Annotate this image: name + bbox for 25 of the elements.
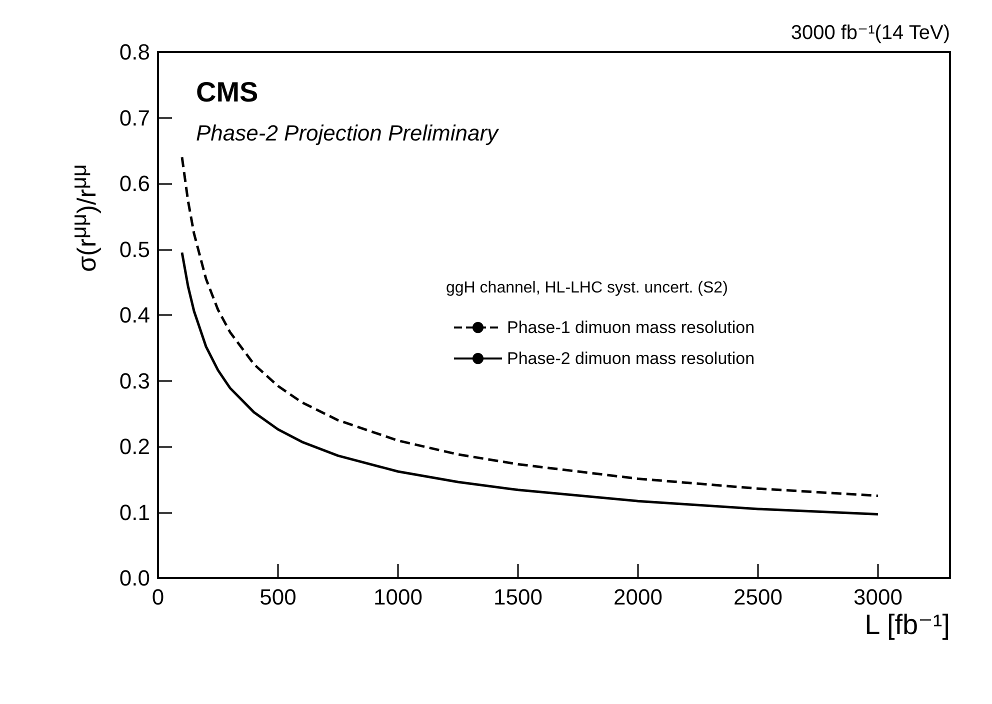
y-tick-label: 0.0 [119,566,150,590]
legend-label: Phase-1 dimuon mass resolution [507,318,755,337]
x-tick-label: 2500 [734,584,782,610]
y-tick-label: 0.4 [119,302,150,328]
x-tick-label: 0 [152,584,164,610]
y-tick-label: 0.1 [119,500,150,525]
line-series [180,156,880,498]
x-tick-label: 1000 [374,584,422,610]
annotation: Phase-2 Projection Preliminary [196,120,500,146]
chart-subtitle: 3000 fb⁻¹(14 TeV) [790,21,950,45]
legend-label: Phase-2 dimuon mass resolution [507,349,755,368]
y-tick-label: 0.5 [119,236,150,262]
x-tick-label: 500 [260,584,296,610]
x-tick-label: 1500 [494,584,542,610]
y-tick-label: 0.2 [119,434,150,459]
y-tick-label: 0.8 [119,40,150,64]
x-tick-label: 2000 [614,584,662,610]
y-tick-label: 0.3 [119,368,150,394]
x-axis-title: L [fb⁻¹] [864,608,950,641]
line-series [180,251,880,516]
y-tick-label: 0.7 [119,105,150,130]
annotation: CMS [196,76,258,108]
x-tick-label: 3000 [854,584,902,610]
legend-title: ggH channel, HL-LHC syst. uncert. (S2) [446,280,728,296]
y-tick-label: 0.6 [119,171,150,196]
